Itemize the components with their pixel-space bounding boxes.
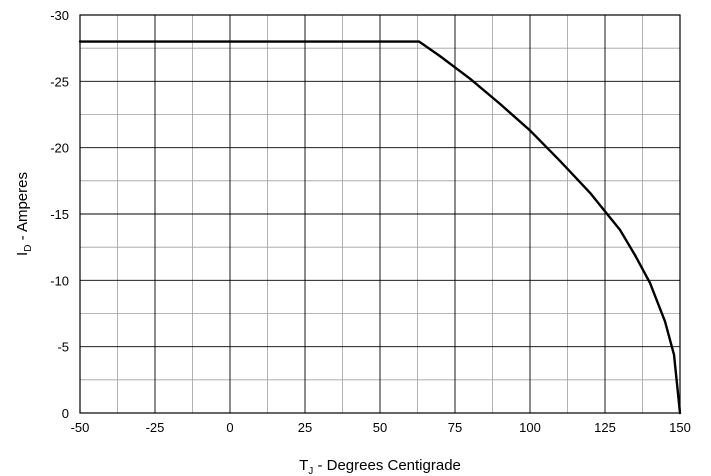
major-grid: [80, 15, 680, 413]
y-tick-labels: 0 -5 -10 -15 -20 -25 -30: [50, 8, 69, 421]
y-tick-label: -30: [50, 8, 69, 23]
x-tick-label: -50: [71, 420, 90, 435]
plot-frame: [79, 14, 681, 414]
y-axis-label-main: I: [14, 252, 31, 256]
x-axis-label: TJ - Degrees Centigrade: [299, 457, 461, 476]
x-axis-label-rest: - Degrees Centigrade: [313, 457, 461, 474]
series-layer: [78, 40, 682, 415]
x-tick-labels: -50 -25 0 25 50 75 100 125 150: [71, 420, 691, 435]
x-tick-label: 0: [226, 420, 233, 435]
x-tick-label: -25: [146, 420, 165, 435]
x-axis-label-sub: J: [308, 466, 313, 476]
x-tick-label: 125: [594, 420, 616, 435]
y-tick-label: -20: [50, 141, 69, 156]
x-tick-label: 75: [448, 420, 462, 435]
y-tick-label: -5: [57, 340, 69, 355]
y-axis-label: ID - Amperes: [14, 172, 34, 256]
drain-current-line: [78, 40, 682, 415]
x-axis-label-main: T: [299, 457, 308, 474]
x-tick-label: 25: [298, 420, 312, 435]
y-tick-label: -15: [50, 207, 69, 222]
x-tick-label: 150: [669, 420, 691, 435]
y-tick-label: -25: [50, 74, 69, 89]
x-tick-label: 100: [519, 420, 541, 435]
y-axis-label-rest: - Amperes: [14, 172, 31, 245]
y-tick-label: -10: [50, 273, 69, 288]
y-tick-label: 0: [62, 406, 69, 421]
x-tick-label: 50: [373, 420, 387, 435]
y-axis-label-sub: D: [23, 245, 34, 252]
